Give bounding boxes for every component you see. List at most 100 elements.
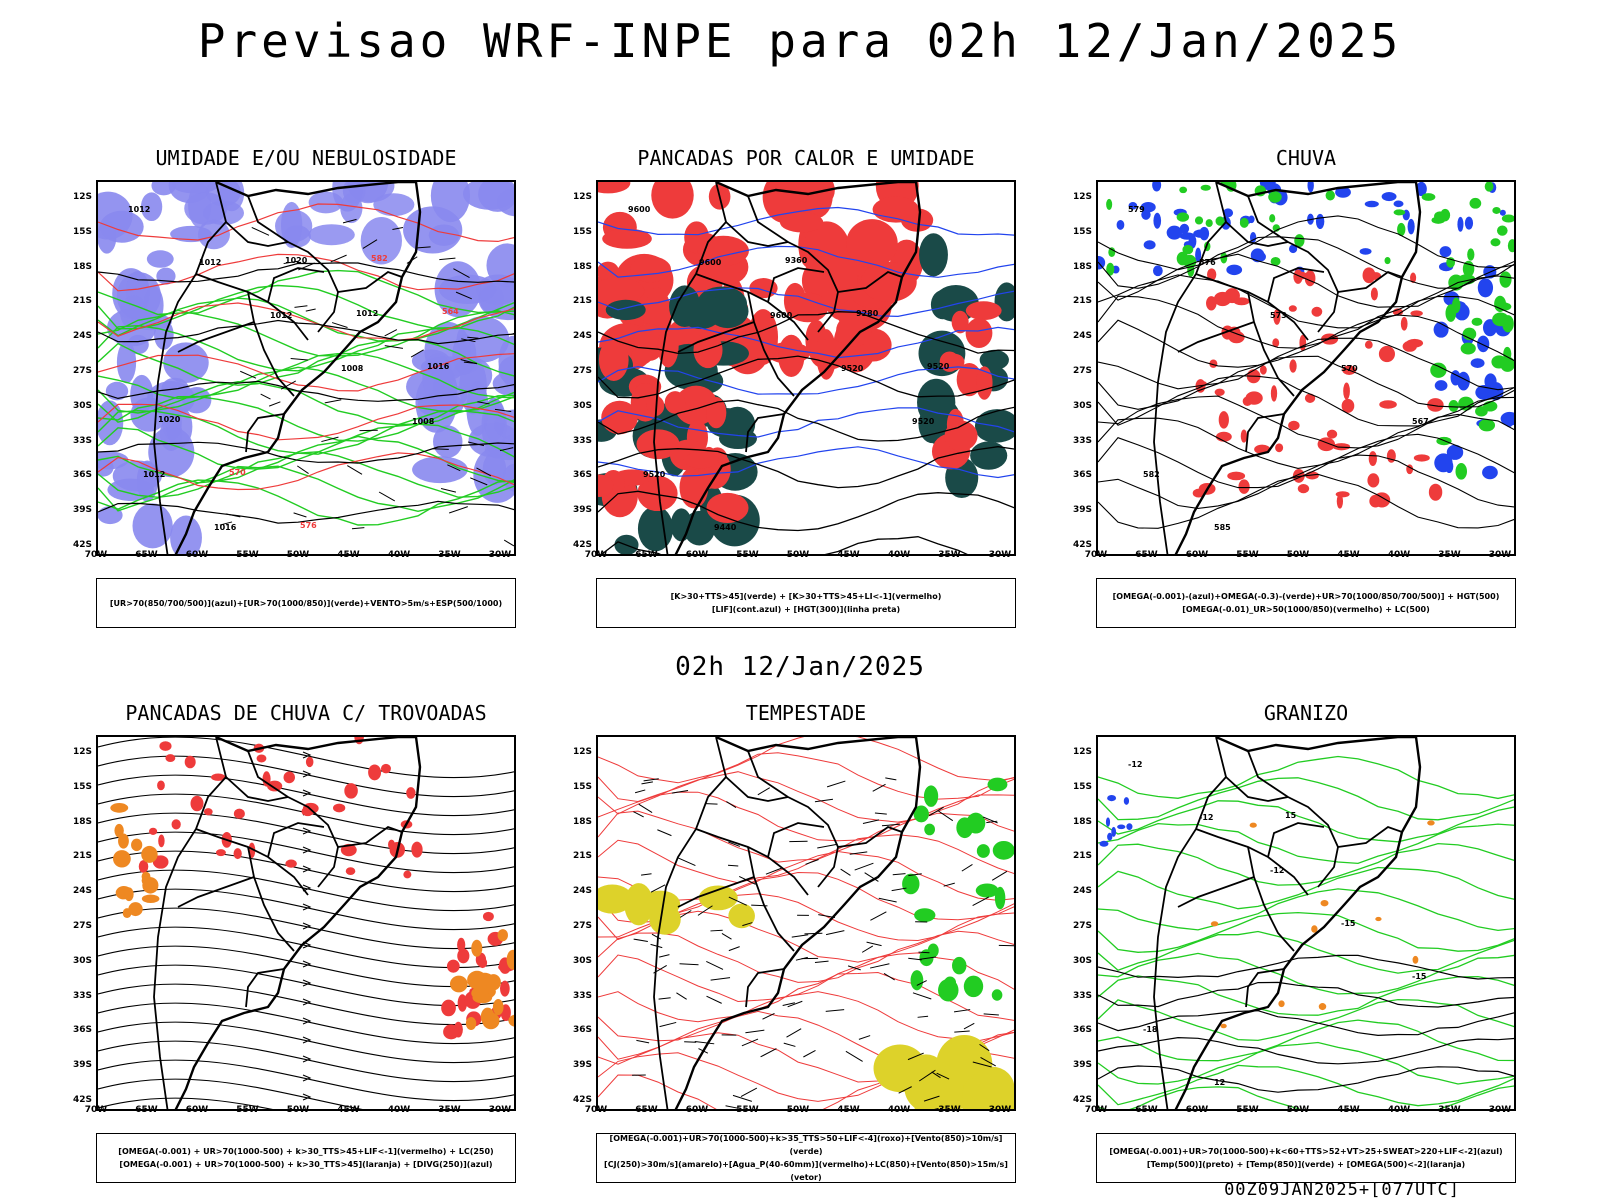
contour-line [1098,413,1514,469]
contour-line [598,206,1014,236]
wind-vector [706,961,724,970]
streamline-arrow [302,770,312,778]
shaded-area [1220,1023,1227,1029]
shaded-area [1427,398,1444,412]
panel-legend: [K>30+TTS>45](verde) + [K>30+TTS>45+LI<-… [596,578,1016,628]
contour-line [598,952,1014,1003]
shaded-area [158,834,165,848]
country-border [1245,968,1285,1008]
shaded-area [233,848,242,860]
wind-vector [461,338,476,343]
shaded-area [1206,296,1217,311]
wind-vector [760,1048,777,1058]
shaded-area [1503,346,1512,361]
shaded-area [1375,916,1382,922]
latitude-label: 24S [572,886,592,897]
shaded-area [1335,186,1351,198]
shaded-area [1141,209,1151,220]
wind-vector [347,465,363,475]
contour-line [1098,911,1514,953]
wind-vector [953,1009,971,1013]
legend-line: [LIF](cont.azul) + [HGT(300)](linha pret… [711,605,901,614]
shaded-area [1475,406,1488,417]
shaded-area [860,261,917,303]
longitude-label: 65W [1135,550,1158,560]
latitude-label: 12S [1072,192,1092,202]
wind-vector [923,1095,940,1102]
shaded-area [924,823,936,836]
contour-label: 579 [1128,205,1145,214]
longitude-label: 55W [736,1105,759,1115]
shaded-area [1367,473,1380,488]
shaded-area [1270,257,1281,266]
latitude-label: 42S [1072,540,1092,550]
longitude-label: 40W [887,1105,911,1115]
panel-title: TEMPESTADE [745,701,867,725]
wind-vector [331,322,348,329]
country-border [1247,291,1295,397]
shaded-area [98,400,124,446]
shaded-area [1227,471,1246,481]
shaded-area [1143,240,1156,250]
shaded-area [598,474,614,497]
wind-vector [991,870,1008,881]
longitude-label: 70W [584,550,608,560]
wind-vector [362,239,378,249]
contour-label: 1008 [412,417,435,426]
wind-vector [499,447,514,452]
contour-label: 9520 [841,364,864,373]
shaded-area [1430,362,1447,378]
wind-vector [384,329,398,337]
contour-line [1098,777,1514,821]
contour-line [598,991,1014,1042]
contour-line [598,245,1014,278]
country-border [225,776,289,802]
contour-label: 1012 [143,470,165,479]
country-border [245,968,285,1008]
run-timestamp: 00Z09JAN2025+[077UTC] [1224,1180,1460,1200]
shaded-area [107,478,154,501]
longitude-label: 35W [1438,550,1461,560]
wind-vector [447,464,461,472]
shaded-area [1272,338,1280,348]
contour-label: 12 [1214,1078,1225,1087]
wind-vector [659,954,670,958]
contour-line [598,737,1014,784]
shaded-area [157,780,165,791]
shaded-area [138,860,149,873]
contour-line [98,452,514,491]
country-border [725,776,789,802]
shaded-area [1364,200,1379,208]
shaded-area [624,883,654,926]
wind-vector [870,911,887,921]
shaded-area [1153,212,1162,229]
contour-line [1098,433,1514,489]
latitude-label: 12S [572,747,592,757]
wind-vector [916,980,927,986]
country-border [1153,737,1227,1109]
shaded-area [184,192,228,225]
contour-line [598,791,1014,842]
shaded-area [1098,255,1106,270]
shaded-area [930,290,955,320]
shaded-area [1407,218,1415,235]
contour-label: 9280 [856,309,879,318]
wind-vector [636,1039,650,1044]
wind-vector [762,1012,775,1020]
coastline [174,737,422,1109]
latitude-label: 21S [572,296,592,307]
streamline-arrow [302,1074,312,1082]
longitude-label: 30W [488,550,512,560]
shaded-area [1457,371,1470,391]
wind-vector [641,781,654,785]
shaded-area [98,506,123,525]
shaded-area [1475,385,1493,400]
country-border [837,825,903,848]
country-border [177,321,255,353]
contour-line [1098,952,1514,995]
contour-line [598,399,1014,442]
wind-vector [732,1094,753,1102]
wind-vector [439,257,456,261]
wind-vector [494,408,512,412]
latitude-label: 30S [1072,400,1092,411]
